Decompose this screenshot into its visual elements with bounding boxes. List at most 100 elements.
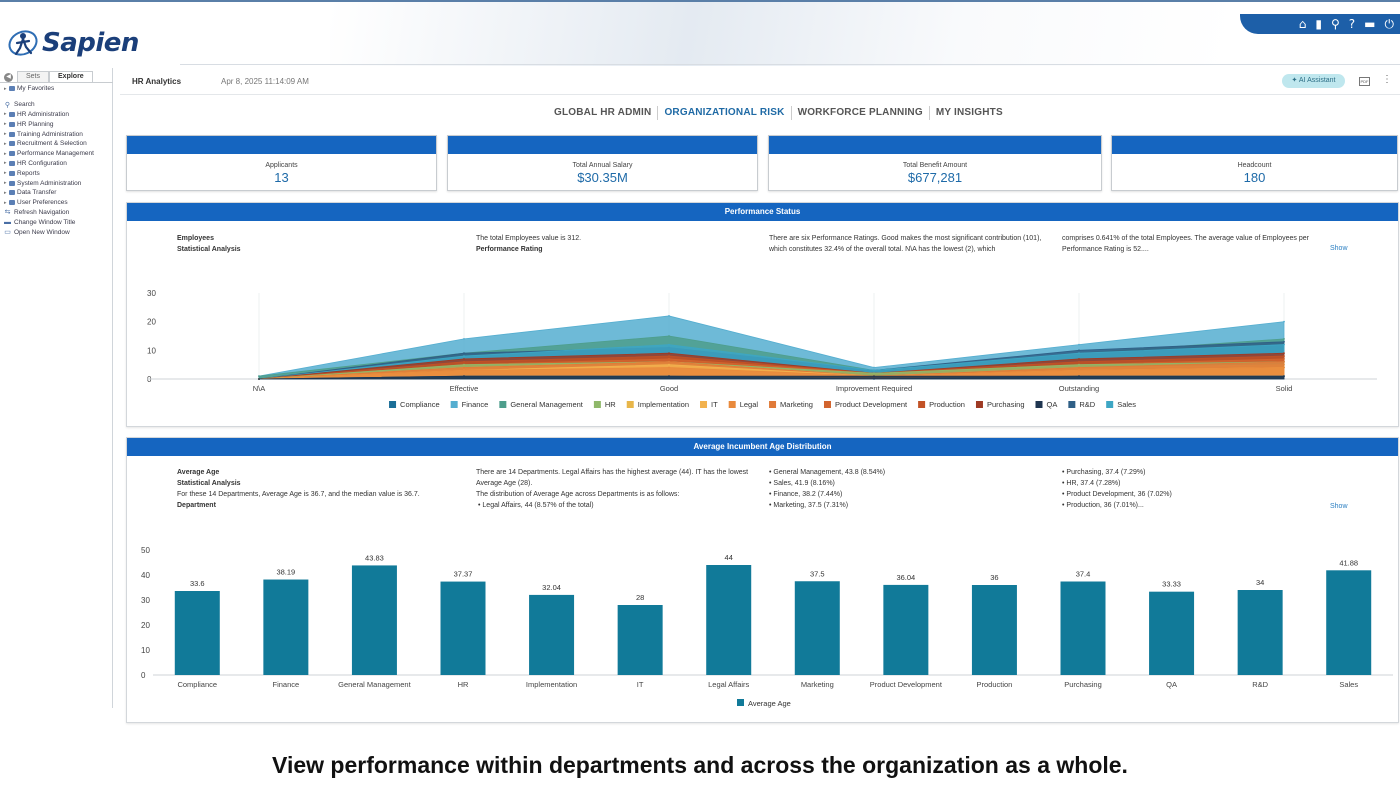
legend-item-r-d[interactable]: R&D xyxy=(1079,400,1095,409)
chart-icon[interactable]: ▮ xyxy=(1315,17,1322,31)
bar-production[interactable] xyxy=(971,585,1017,675)
kpi-card-headcount[interactable]: Headcount 180 xyxy=(1111,135,1398,191)
data-point-purchasing[interactable] xyxy=(1283,352,1285,355)
data-point-finance[interactable] xyxy=(1078,343,1080,346)
data-point-production[interactable] xyxy=(1078,360,1080,363)
data-point-hr[interactable] xyxy=(1078,363,1080,366)
legend-item-average-age[interactable]: Average Age xyxy=(748,699,791,708)
data-point-marketing[interactable] xyxy=(463,366,465,369)
tab-explore[interactable]: Explore xyxy=(49,71,93,82)
data-point-qa[interactable] xyxy=(668,375,670,378)
data-point-legal[interactable] xyxy=(463,369,465,372)
data-point-marketing[interactable] xyxy=(1283,360,1285,363)
data-point-production[interactable] xyxy=(1283,355,1285,357)
data-point-qa[interactable] xyxy=(873,375,875,378)
data-point-hr[interactable] xyxy=(463,363,465,366)
search-icon[interactable]: ⚲ xyxy=(1330,17,1340,31)
sidebar-item-search[interactable]: ⚲ Search xyxy=(4,100,112,110)
bar-implementation[interactable] xyxy=(529,594,575,675)
legend-item-finance[interactable]: Finance xyxy=(462,400,489,409)
kpi-card-applicants[interactable]: Applicants 13 xyxy=(126,135,437,191)
data-point-product-development[interactable] xyxy=(668,358,670,360)
sidebar-item-data-transfer[interactable]: ▸ Data Transfer xyxy=(4,188,112,198)
bar-it[interactable] xyxy=(617,605,663,675)
area-series-qa[interactable] xyxy=(258,375,1285,380)
sidebar-item-hr-planning[interactable]: ▸ HR Planning xyxy=(4,119,112,129)
sidebar-action-refresh-navigation[interactable]: ⇆ Refresh Navigation xyxy=(4,208,112,218)
show-more-link[interactable]: Show xyxy=(1330,503,1348,510)
data-point-hr[interactable] xyxy=(873,372,875,375)
sidebar-item-hr-configuration[interactable]: ▸ HR Configuration xyxy=(4,159,112,169)
data-point-r-d[interactable] xyxy=(1078,349,1080,352)
legend-item-compliance[interactable]: Compliance xyxy=(400,400,440,409)
data-point-general-management[interactable] xyxy=(258,375,260,378)
help-icon[interactable]: ? xyxy=(1348,17,1356,31)
show-more-link[interactable]: Show xyxy=(1330,245,1348,252)
bar-finance[interactable] xyxy=(263,579,309,675)
data-point-production[interactable] xyxy=(668,355,670,357)
kpi-card-total-benefit-amount[interactable]: Total Benefit Amount $677,281 xyxy=(768,135,1102,191)
sidebar-item-reports[interactable]: ▸ Reports xyxy=(4,168,112,178)
data-point-sales[interactable] xyxy=(1283,343,1285,346)
bar-general-management[interactable] xyxy=(351,565,397,675)
sidebar-item-user-preferences[interactable]: ▸ User Preferences xyxy=(4,198,112,208)
data-point-qa[interactable] xyxy=(463,375,465,378)
tab-my-insights[interactable]: MY INSIGHTS xyxy=(928,106,1009,120)
data-point-finance[interactable] xyxy=(668,315,670,317)
data-point-marketing[interactable] xyxy=(1078,366,1080,369)
pdf-export-icon[interactable]: PDF xyxy=(1359,77,1370,86)
bar-qa[interactable] xyxy=(1149,591,1195,675)
kpi-card-total-annual-salary[interactable]: Total Annual Salary $30.35M xyxy=(447,135,758,191)
data-point-finance[interactable] xyxy=(873,366,875,369)
sapien-logo[interactable]: Sapien xyxy=(6,26,139,60)
data-point-purchasing[interactable] xyxy=(1078,358,1080,360)
data-point-general-management[interactable] xyxy=(668,335,670,337)
legend-item-sales[interactable]: Sales xyxy=(1117,400,1136,409)
data-point-qa[interactable] xyxy=(1283,375,1285,378)
tab-global-hr-admin[interactable]: GLOBAL HR ADMIN xyxy=(554,107,652,118)
data-point-product-development[interactable] xyxy=(1283,358,1285,360)
sidebar-item-hr-administration[interactable]: ▸ HR Administration xyxy=(4,110,112,120)
data-point-sales[interactable] xyxy=(463,355,465,357)
bar-r-d[interactable] xyxy=(1237,590,1283,675)
sidebar-item-my-favorites[interactable]: ▸ My Favorites xyxy=(4,84,112,94)
legend-item-it[interactable]: IT xyxy=(711,400,718,409)
legend-item-qa[interactable]: QA xyxy=(1047,400,1058,409)
sidebar-item-recruitment-selection[interactable]: ▸ Recruitment & Selection xyxy=(4,139,112,149)
bar-product-development[interactable] xyxy=(883,584,929,675)
bar-compliance[interactable] xyxy=(174,591,220,675)
tab-organizational-risk[interactable]: ORGANIZATIONAL RISK xyxy=(657,106,790,120)
sidebar-action-change-window-title[interactable]: ▬ Change Window Title xyxy=(4,217,112,227)
data-point-finance[interactable] xyxy=(1283,320,1285,323)
legend-item-production[interactable]: Production xyxy=(929,400,965,409)
data-point-purchasing[interactable] xyxy=(463,358,465,360)
legend-item-purchasing[interactable]: Purchasing xyxy=(987,400,1025,409)
data-point-it[interactable] xyxy=(668,363,670,366)
ai-assistant-button[interactable]: ✦ AI Assistant xyxy=(1282,74,1345,88)
legend-item-marketing[interactable]: Marketing xyxy=(780,400,813,409)
home-icon[interactable]: ⌂ xyxy=(1298,17,1307,31)
bar-marketing[interactable] xyxy=(794,581,840,675)
legend-item-legal[interactable]: Legal xyxy=(740,400,759,409)
data-point-r-d[interactable] xyxy=(1283,340,1285,343)
data-point-legal[interactable] xyxy=(1078,369,1080,372)
sidebar-item-system-administration[interactable]: ▸ System Administration xyxy=(4,178,112,188)
bar-hr[interactable] xyxy=(440,581,486,675)
data-point-marketing[interactable] xyxy=(668,360,670,363)
bar-legal-affairs[interactable] xyxy=(706,565,752,675)
data-point-purchasing[interactable] xyxy=(668,352,670,355)
bar-purchasing[interactable] xyxy=(1060,581,1106,676)
bar-sales[interactable] xyxy=(1326,570,1372,675)
legend-item-implementation[interactable]: Implementation xyxy=(638,400,689,409)
collapse-sidebar-icon[interactable]: ◀ xyxy=(4,73,13,82)
data-point-sales[interactable] xyxy=(1078,352,1080,355)
data-point-r-d[interactable] xyxy=(463,352,465,355)
data-point-production[interactable] xyxy=(463,360,465,363)
sidebar-action-open-new-window[interactable]: ▭ Open New Window xyxy=(4,227,112,237)
mail-icon[interactable]: ▬ xyxy=(1364,17,1376,31)
data-point-qa[interactable] xyxy=(1078,375,1080,378)
legend-item-product-development[interactable]: Product Development xyxy=(835,400,908,409)
data-point-legal[interactable] xyxy=(668,366,670,369)
tab-workforce-planning[interactable]: WORKFORCE PLANNING xyxy=(790,106,929,120)
data-point-sales[interactable] xyxy=(668,343,670,346)
